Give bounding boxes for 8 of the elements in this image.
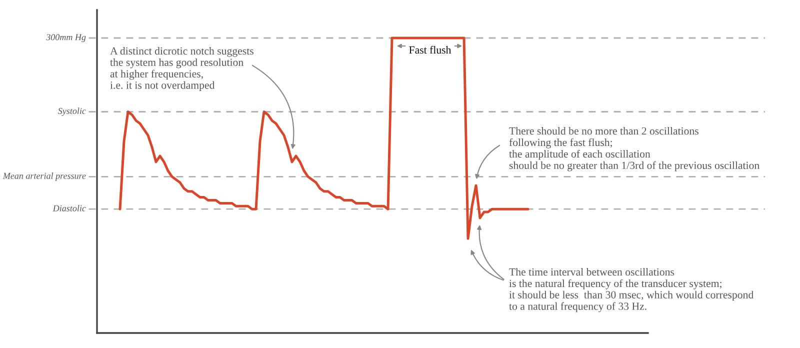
annotation: There should be no more than 2 oscillations following the fast flush; the amplitude of each oscillation should be no greater than 1/3rd of the previous oscillation xyxy=(509,127,760,172)
annotation: A distinct dicrotic notch suggests the system has good resolution at higher frequencies, i.e. it is not overdamped xyxy=(110,47,254,92)
ref-line-label: Diastolic xyxy=(52,205,86,212)
annotation: Fast flush xyxy=(409,46,452,54)
ref-line-label: 300mm Hg xyxy=(46,34,86,42)
ref-line-label: Systolic xyxy=(58,108,86,116)
ref-line-label: Mean arterial pressure xyxy=(2,172,86,181)
annotation: The time interval between oscillations is the natural frequency of the transducer system; it should be less than 30 msec, which would correspond to a natural frequency of 33 Hz. xyxy=(509,268,754,312)
